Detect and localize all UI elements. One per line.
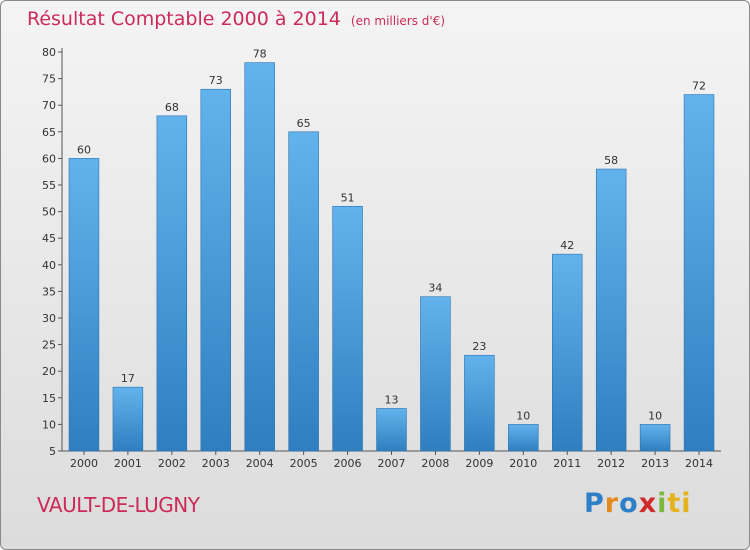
data-label: 10 [516, 409, 530, 422]
x-tick-label: 2010 [509, 457, 537, 470]
y-tick-label: 50 [42, 206, 56, 219]
data-label: 65 [297, 117, 311, 130]
proxiti-logo: Proxiti [584, 488, 692, 519]
x-tick-label: 2006 [334, 457, 362, 470]
y-tick-label: 70 [42, 99, 56, 112]
y-tick-label: 65 [42, 126, 56, 139]
bar-2002 [156, 115, 188, 452]
x-tick-label: 2002 [158, 457, 186, 470]
data-label: 13 [385, 393, 399, 406]
bar-2006 [332, 205, 363, 452]
logo-letter: x [638, 488, 658, 519]
logo-letter: o [619, 488, 639, 519]
bar-2009 [464, 354, 495, 452]
data-label: 10 [648, 409, 662, 422]
x-tick-label: 2014 [685, 457, 713, 470]
bar-2005 [288, 131, 319, 452]
y-tick-label: 45 [42, 232, 56, 245]
data-label: 68 [165, 101, 179, 114]
data-label: 58 [604, 154, 618, 167]
chart-title: Résultat Comptable 2000 à 2014 (en millie… [27, 8, 445, 30]
y-tick-label: 25 [42, 339, 56, 352]
x-tick-label: 2005 [290, 457, 318, 470]
bar-2001 [112, 386, 144, 452]
data-label: 51 [341, 191, 355, 204]
x-tick-label: 2007 [378, 457, 406, 470]
data-label: 60 [77, 143, 91, 156]
x-tick-label: 2001 [114, 457, 142, 470]
data-label: 17 [121, 372, 135, 385]
y-tick-label: 5 [49, 445, 56, 458]
x-tick-label: 2004 [246, 457, 274, 470]
bar-2011 [551, 253, 583, 452]
y-tick-label: 15 [42, 392, 56, 405]
bar-2013 [639, 424, 671, 452]
data-label: 42 [560, 239, 574, 252]
y-tick-label: 60 [42, 152, 56, 165]
logo-letter: r [604, 488, 620, 519]
data-label: 34 [428, 282, 442, 295]
x-tick-label: 2012 [597, 457, 625, 470]
bar-2007 [376, 408, 407, 452]
bar-2010 [508, 424, 539, 452]
bar-2008 [420, 296, 451, 452]
x-tick-label: 2003 [202, 457, 230, 470]
bar-2000 [68, 158, 100, 452]
commune-name: VAULT-DE-LUGNY [37, 493, 200, 517]
data-label: 73 [209, 74, 223, 87]
bar-2014 [683, 94, 715, 452]
y-tick-label: 40 [42, 259, 56, 272]
bar-2004 [244, 62, 275, 452]
y-tick-label: 35 [42, 285, 56, 298]
logo-letter: ti [667, 488, 692, 519]
x-tick-label: 2013 [641, 457, 669, 470]
title-text: Résultat Comptable 2000 à 2014 [27, 8, 341, 30]
y-tick-label: 75 [42, 73, 56, 86]
logo-letter: P [584, 488, 605, 519]
data-label: 23 [472, 340, 486, 353]
y-tick-label: 30 [42, 312, 56, 325]
x-tick-label: 2011 [553, 457, 581, 470]
bar-2012 [595, 168, 627, 452]
y-tick-label: 55 [42, 179, 56, 192]
x-tick-label: 2008 [421, 457, 449, 470]
x-tick-label: 2000 [70, 457, 98, 470]
logo-letter: i [657, 488, 668, 519]
bar-2003 [200, 88, 232, 452]
x-tick-label: 2009 [465, 457, 493, 470]
data-label: 72 [692, 80, 706, 93]
data-label: 78 [253, 48, 267, 61]
y-tick-label: 10 [42, 418, 56, 431]
y-tick-label: 20 [42, 365, 56, 378]
chart-subtitle: (en milliers d'€) [350, 14, 446, 28]
y-tick-label: 80 [42, 46, 56, 59]
